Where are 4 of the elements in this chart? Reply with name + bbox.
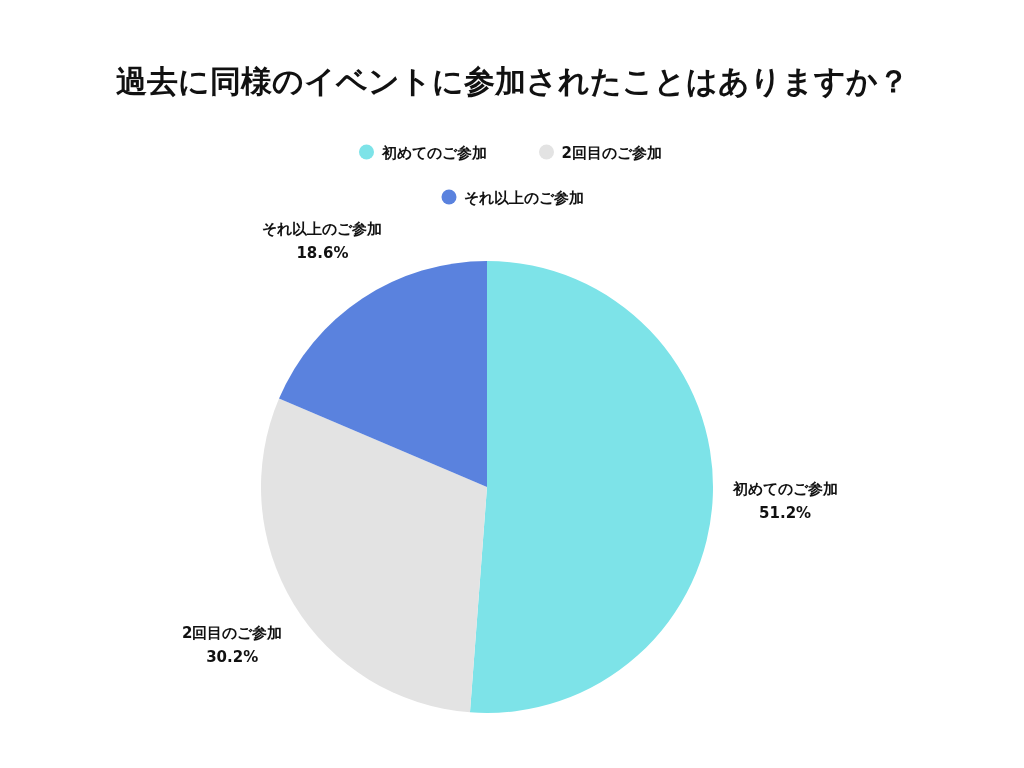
legend-label: 初めてのご参加 xyxy=(380,143,487,162)
legend-label: 2回目のご参加 xyxy=(561,143,662,162)
chart-title: 過去に同様のイベントに参加されたことはありますか？ xyxy=(115,63,909,99)
legend-label: それ以上のご参加 xyxy=(464,188,584,207)
